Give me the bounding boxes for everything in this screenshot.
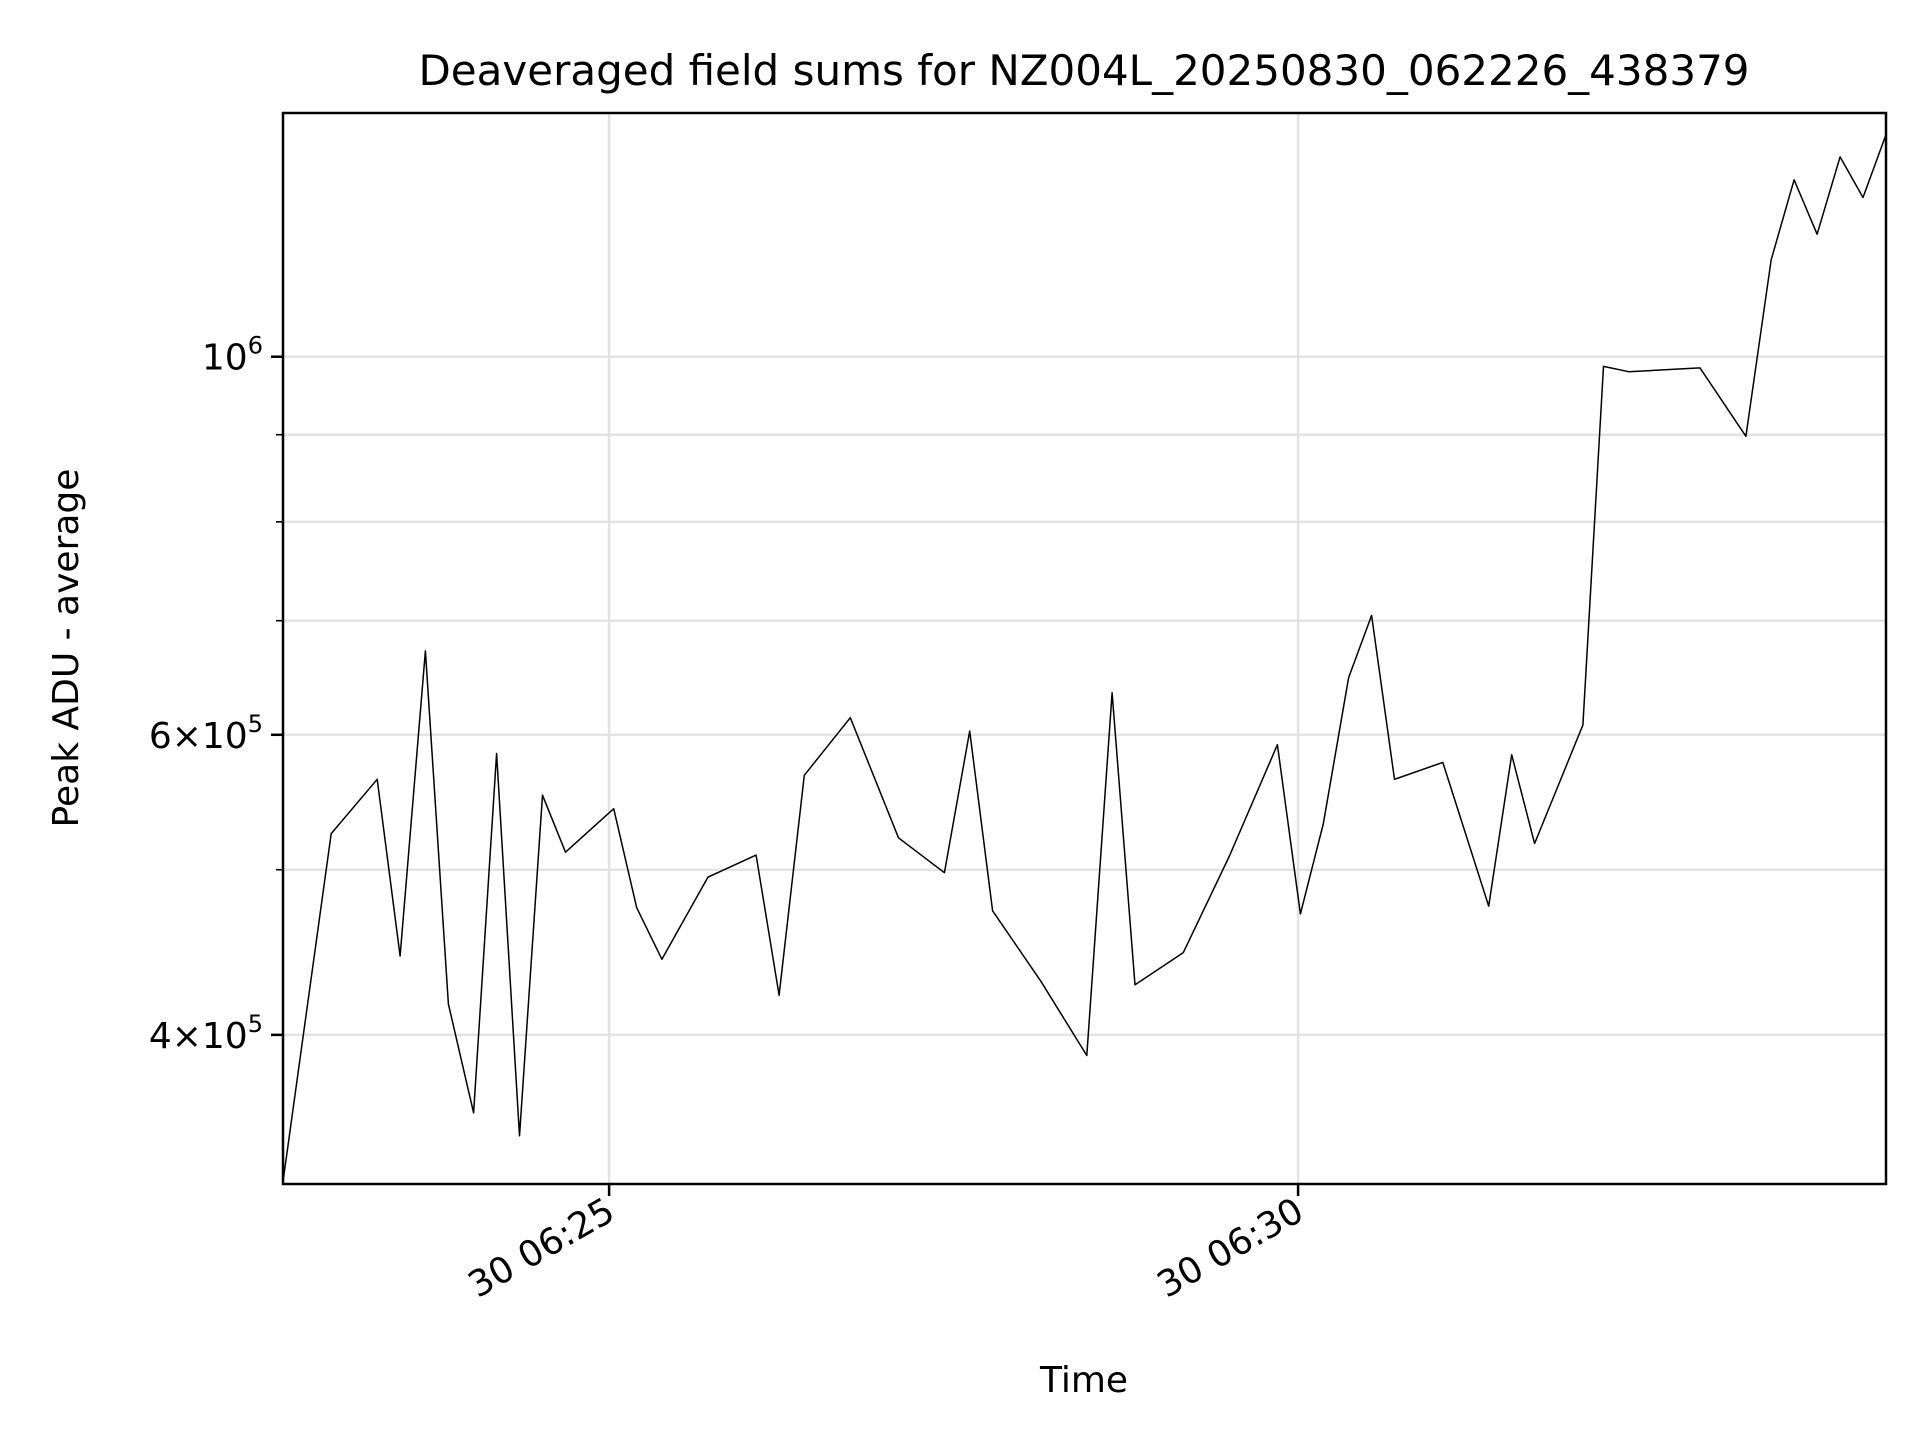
series-line (282, 134, 1887, 1182)
y-axis-label: Peak ADU - average (46, 469, 87, 828)
series-layer (282, 134, 1887, 1182)
x-axis-label: Time (1039, 1360, 1128, 1401)
y-tick-label: 6×105 (149, 710, 263, 757)
plot-frame (281, 111, 1888, 1186)
y-tick-label: 4×105 (149, 1010, 263, 1057)
chart-title: Deaveraged field sums for NZ004L_2025083… (418, 46, 1749, 95)
grid (283, 113, 1886, 1184)
y-tick-label: 106 (202, 332, 263, 379)
